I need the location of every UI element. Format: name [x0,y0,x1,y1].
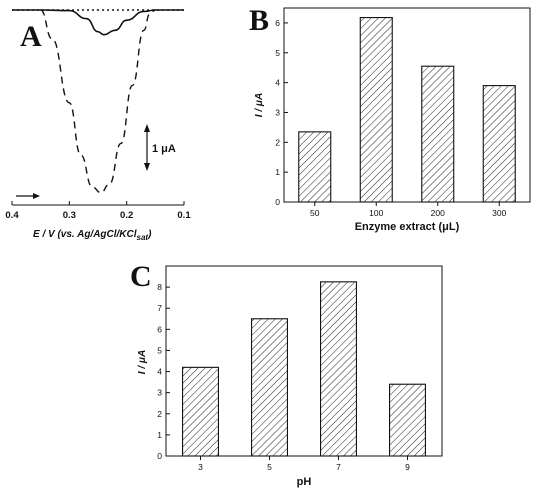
panel-a-x-tick-label: 0.4 [5,210,19,221]
panel-c-bar-5 [251,318,288,457]
panel-b-bar-300 [482,85,516,203]
panel-a-x-label-sub: sat [137,233,149,242]
panel-b-x-label: Enzyme extract (μL) [355,221,460,233]
panel-a-x-label: E / V (vs. Ag/AgCl/KClsat) [33,229,152,242]
panel-c-y-tick-label: 5 [157,345,162,355]
scale-bar-arrow-down [144,163,150,171]
panel-b-x-tick-label: 50 [310,208,320,218]
scan-direction-arrow [16,193,40,199]
panel-a-x-label-close: ) [147,229,152,240]
panel-c-x-tick-label: 9 [405,462,410,472]
panel-b-letter: B [249,4,269,37]
panel-a-x-tick-label: 0.2 [120,210,133,221]
panel-b-plot-frame [283,7,531,203]
panel-b-y-tick-label: 2 [275,137,280,147]
panel-b-y-tick-label: 6 [275,18,280,28]
panel-a: A 0.4 0.3 0.2 0.1 1 μA E / V (vs. Ag/AgCl/K… [5,9,191,242]
panel-b-x-tick-label: 200 [431,208,445,218]
panel-c-y-tick-label: 6 [157,324,162,334]
scan-arrow-head [33,193,40,199]
panel-a-x-tick-label: 0.1 [177,210,191,221]
panel-b-y-tick-label: 3 [275,107,280,117]
panel-b-y-tick-label: 1 [275,167,280,177]
panel-c-bar-9 [389,383,426,457]
panel-c-y-tick-label: 0 [157,451,162,461]
panel-b-y-tick-label: 4 [275,78,280,88]
panel-c-y-tick-label: 4 [157,367,162,377]
panel-a-curve-solid [11,9,184,36]
panel-c-y-tick-label: 7 [157,303,162,313]
panel-c-bars [182,281,426,457]
scale-bar-arrow-up [144,124,150,132]
scale-bar: 1 μA [144,124,176,171]
panel-b-y-ticks: 0 1 2 3 4 5 6 [275,18,288,207]
panel-b-x-tick-label: 300 [492,208,506,218]
panel-c-y-tick-label: 3 [157,388,162,398]
panel-c: C 0 1 2 3 4 5 6 7 8 3 5 7 9 pH I / μA [130,260,443,488]
panel-c-bar-7 [320,281,357,457]
panel-b-bar-50 [298,131,332,203]
panel-c-x-tick-label: 7 [336,462,341,472]
panel-c-letter: C [130,260,152,293]
panel-a-x-ticks: 0.4 0.3 0.2 0.1 [5,201,191,221]
panel-a-letter: A [20,20,42,53]
panel-b-x-tick-label: 100 [369,208,383,218]
panel-a-curve-dashed [40,9,156,194]
panel-c-y-tick-label: 1 [157,430,162,440]
panel-b-y-tick-label: 5 [275,48,280,58]
panel-c-x-tick-label: 5 [267,462,272,472]
panel-b: B 0 1 2 3 4 5 6 50 100 200 300 Enzyme extract (μL… [249,4,531,233]
panel-a-curves [11,9,184,194]
panel-c-x-tick-label: 3 [198,462,203,472]
scale-bar-label: 1 μA [152,143,176,155]
panel-a-x-tick-label: 0.3 [63,210,76,221]
panel-c-y-tick-label: 2 [157,409,162,419]
panel-b-y-label: I / μA [254,93,265,117]
panel-c-x-label: pH [297,476,312,488]
panel-c-y-tick-label: 8 [157,282,162,292]
panel-b-y-tick-label: 0 [275,197,280,207]
panel-c-y-ticks: 0 1 2 3 4 5 6 7 8 [157,282,170,461]
panel-c-y-label: I / μA [137,350,148,374]
panel-c-bar-3 [182,366,219,457]
panel-b-bar-100 [359,17,393,203]
panel-b-bar-200 [421,65,455,203]
panel-b-x-ticks: 50 100 200 300 [310,202,507,218]
panel-c-plot-frame [165,265,443,457]
panel-b-bars [298,17,516,203]
panel-c-x-ticks: 3 5 7 9 [198,456,410,472]
panel-a-x-label-main: E / V (vs. Ag/AgCl/KCl [33,229,137,240]
